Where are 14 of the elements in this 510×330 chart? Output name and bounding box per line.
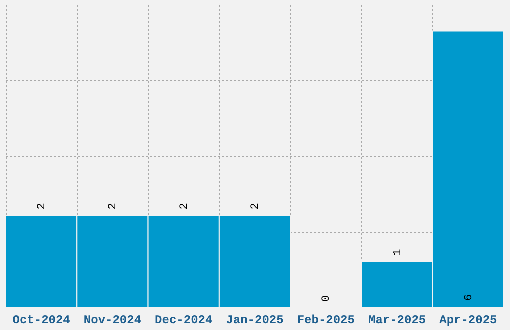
data-label: 0: [321, 295, 334, 302]
data-label: 1: [392, 248, 404, 256]
data-label: 6: [463, 294, 476, 301]
x-tick-label: Apr-2025: [440, 314, 498, 328]
data-label: 2: [178, 203, 191, 210]
x-tick-label: Feb-2025: [297, 314, 355, 328]
data-label: 2: [250, 203, 262, 210]
data-label: 2: [108, 203, 120, 210]
x-tick-label: Oct-2024: [12, 314, 70, 328]
x-tick-label: Jan-2025: [226, 314, 284, 328]
data-label: 2: [36, 203, 49, 210]
x-tick-label: Nov-2024: [84, 314, 142, 328]
x-tick-label: Dec-2024: [155, 314, 213, 328]
x-tick-label: Mar-2025: [368, 314, 426, 328]
